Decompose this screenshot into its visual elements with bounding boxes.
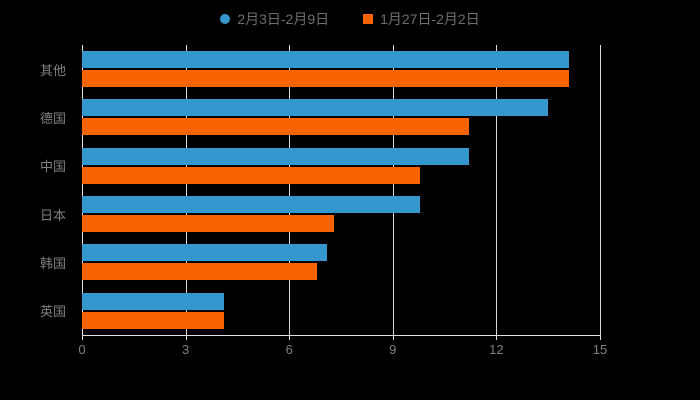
bar-series-b[interactable]	[82, 263, 317, 281]
legend-label-series-b: 1月27日-2月2日	[380, 11, 480, 27]
legend-circle-marker-icon	[220, 14, 231, 24]
x-axis-ticks: 0 3 6 9 12 15	[78, 336, 607, 360]
x-tick-mark-6	[289, 336, 291, 340]
y-axis-label-2: 中国	[39, 159, 66, 175]
x-tick-mark-9	[392, 336, 394, 340]
y-axis-label-1: 德国	[39, 110, 66, 126]
bar-series-a[interactable]	[82, 196, 421, 214]
x-tick-label-12: 12	[489, 342, 504, 357]
bar-series-b[interactable]	[82, 215, 335, 233]
bar-group	[82, 287, 600, 335]
legend-item-series-a[interactable]: 2月3日-2月9日	[220, 12, 329, 26]
plot-area	[82, 45, 601, 335]
gridline-x-15	[600, 45, 601, 335]
x-tick-mark-12	[496, 336, 498, 340]
gridline-x-0	[82, 45, 83, 335]
y-axis-label-4: 韩国	[39, 255, 66, 271]
bar-series-a[interactable]	[82, 51, 569, 69]
bar-group	[82, 45, 600, 93]
gridline-x-6	[289, 45, 291, 335]
bar-group	[82, 93, 600, 141]
x-tick-mark-0	[82, 336, 83, 340]
y-axis-label-3: 日本	[39, 207, 66, 223]
legend-square-marker-icon	[363, 14, 374, 24]
legend-label-series-a: 2月3日-2月9日	[237, 11, 330, 27]
bar-series-a[interactable]	[82, 99, 549, 117]
y-axis-label-0: 其他	[39, 62, 66, 78]
bar-series-a[interactable]	[82, 292, 224, 310]
y-axis-labels: 其他德国中国日本韩国英国	[0, 45, 74, 335]
x-tick-mark-3	[185, 336, 187, 340]
x-tick-label-3: 3	[181, 342, 190, 357]
gridline-x-12	[496, 45, 498, 335]
x-axis-line	[82, 335, 601, 336]
bar-series-a[interactable]	[82, 244, 328, 262]
x-tick-label-15: 15	[592, 342, 608, 357]
bar-series-a[interactable]	[82, 147, 469, 165]
bar-series-b[interactable]	[82, 166, 421, 184]
x-tick-label-9: 9	[389, 342, 397, 357]
bar-group	[82, 238, 600, 286]
bar-group	[82, 190, 600, 238]
x-tick-label-6: 6	[285, 342, 293, 357]
bar-group	[82, 142, 600, 190]
bar-series-b[interactable]	[82, 70, 569, 88]
chart-legend: 2月3日-2月9日 1月27日-2月2日	[0, 6, 700, 32]
y-axis-label-5: 英国	[39, 304, 66, 320]
x-tick-label-0: 0	[78, 342, 86, 357]
x-tick-mark-15	[600, 336, 601, 340]
bar-series-b[interactable]	[82, 118, 469, 136]
gridline-x-9	[392, 45, 394, 335]
legend-item-series-b[interactable]: 1月27日-2月2日	[363, 12, 480, 26]
bar-series-b[interactable]	[82, 311, 224, 329]
gridline-x-3	[185, 45, 187, 335]
